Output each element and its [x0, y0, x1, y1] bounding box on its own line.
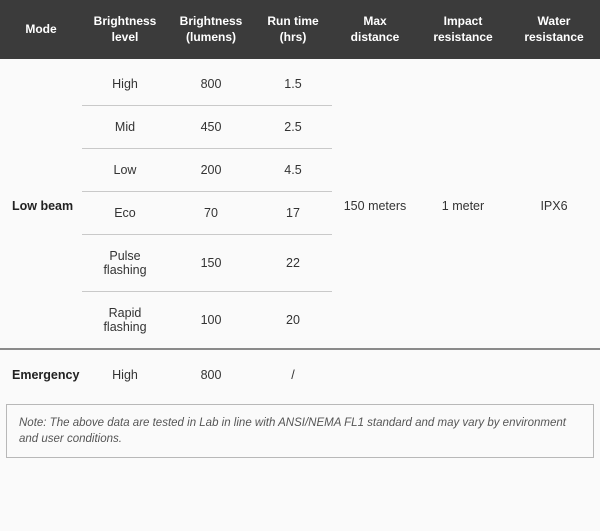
table-row: Low beamHigh8001.5150 meters1 meterIPX6	[0, 59, 600, 106]
cell-lumens: 100	[168, 292, 254, 350]
cell-maxdist: 150 meters	[332, 59, 418, 349]
cell-lumens: 800	[168, 350, 254, 396]
col-water: Water resistance	[508, 0, 600, 59]
table-header-row: ModeBrightness levelBrightness (lumens)R…	[0, 0, 600, 59]
cell-runtime: /	[254, 350, 332, 396]
footnote: Note: The above data are tested in Lab i…	[6, 404, 594, 458]
cell-water: IPX6	[508, 59, 600, 349]
cell-runtime: 4.5	[254, 149, 332, 192]
cell-lumens: 200	[168, 149, 254, 192]
cell-lumens: 800	[168, 59, 254, 106]
cell-runtime: 2.5	[254, 106, 332, 149]
specs-table: ModeBrightness levelBrightness (lumens)R…	[0, 0, 600, 396]
cell-level: Rapid flashing	[82, 292, 168, 350]
col-impact: Impact resistance	[418, 0, 508, 59]
cell-impact	[418, 350, 508, 396]
cell-lumens: 70	[168, 192, 254, 235]
table-row: EmergencyHigh800/	[0, 350, 600, 396]
cell-runtime: 1.5	[254, 59, 332, 106]
cell-runtime: 17	[254, 192, 332, 235]
cell-impact: 1 meter	[418, 59, 508, 349]
cell-lumens: 150	[168, 235, 254, 292]
col-lumens: Brightness (lumens)	[168, 0, 254, 59]
cell-lumens: 450	[168, 106, 254, 149]
cell-level: High	[82, 350, 168, 396]
col-mode: Mode	[0, 0, 82, 59]
col-runtime: Run time (hrs)	[254, 0, 332, 59]
cell-level: Pulse flashing	[82, 235, 168, 292]
mode-cell: Emergency	[0, 350, 82, 396]
cell-runtime: 22	[254, 235, 332, 292]
cell-level: Low	[82, 149, 168, 192]
cell-water	[508, 350, 600, 396]
cell-runtime: 20	[254, 292, 332, 350]
cell-level: High	[82, 59, 168, 106]
cell-maxdist	[332, 350, 418, 396]
cell-level: Mid	[82, 106, 168, 149]
cell-level: Eco	[82, 192, 168, 235]
col-level: Brightness level	[82, 0, 168, 59]
mode-cell: Low beam	[0, 59, 82, 349]
col-maxdist: Max distance	[332, 0, 418, 59]
